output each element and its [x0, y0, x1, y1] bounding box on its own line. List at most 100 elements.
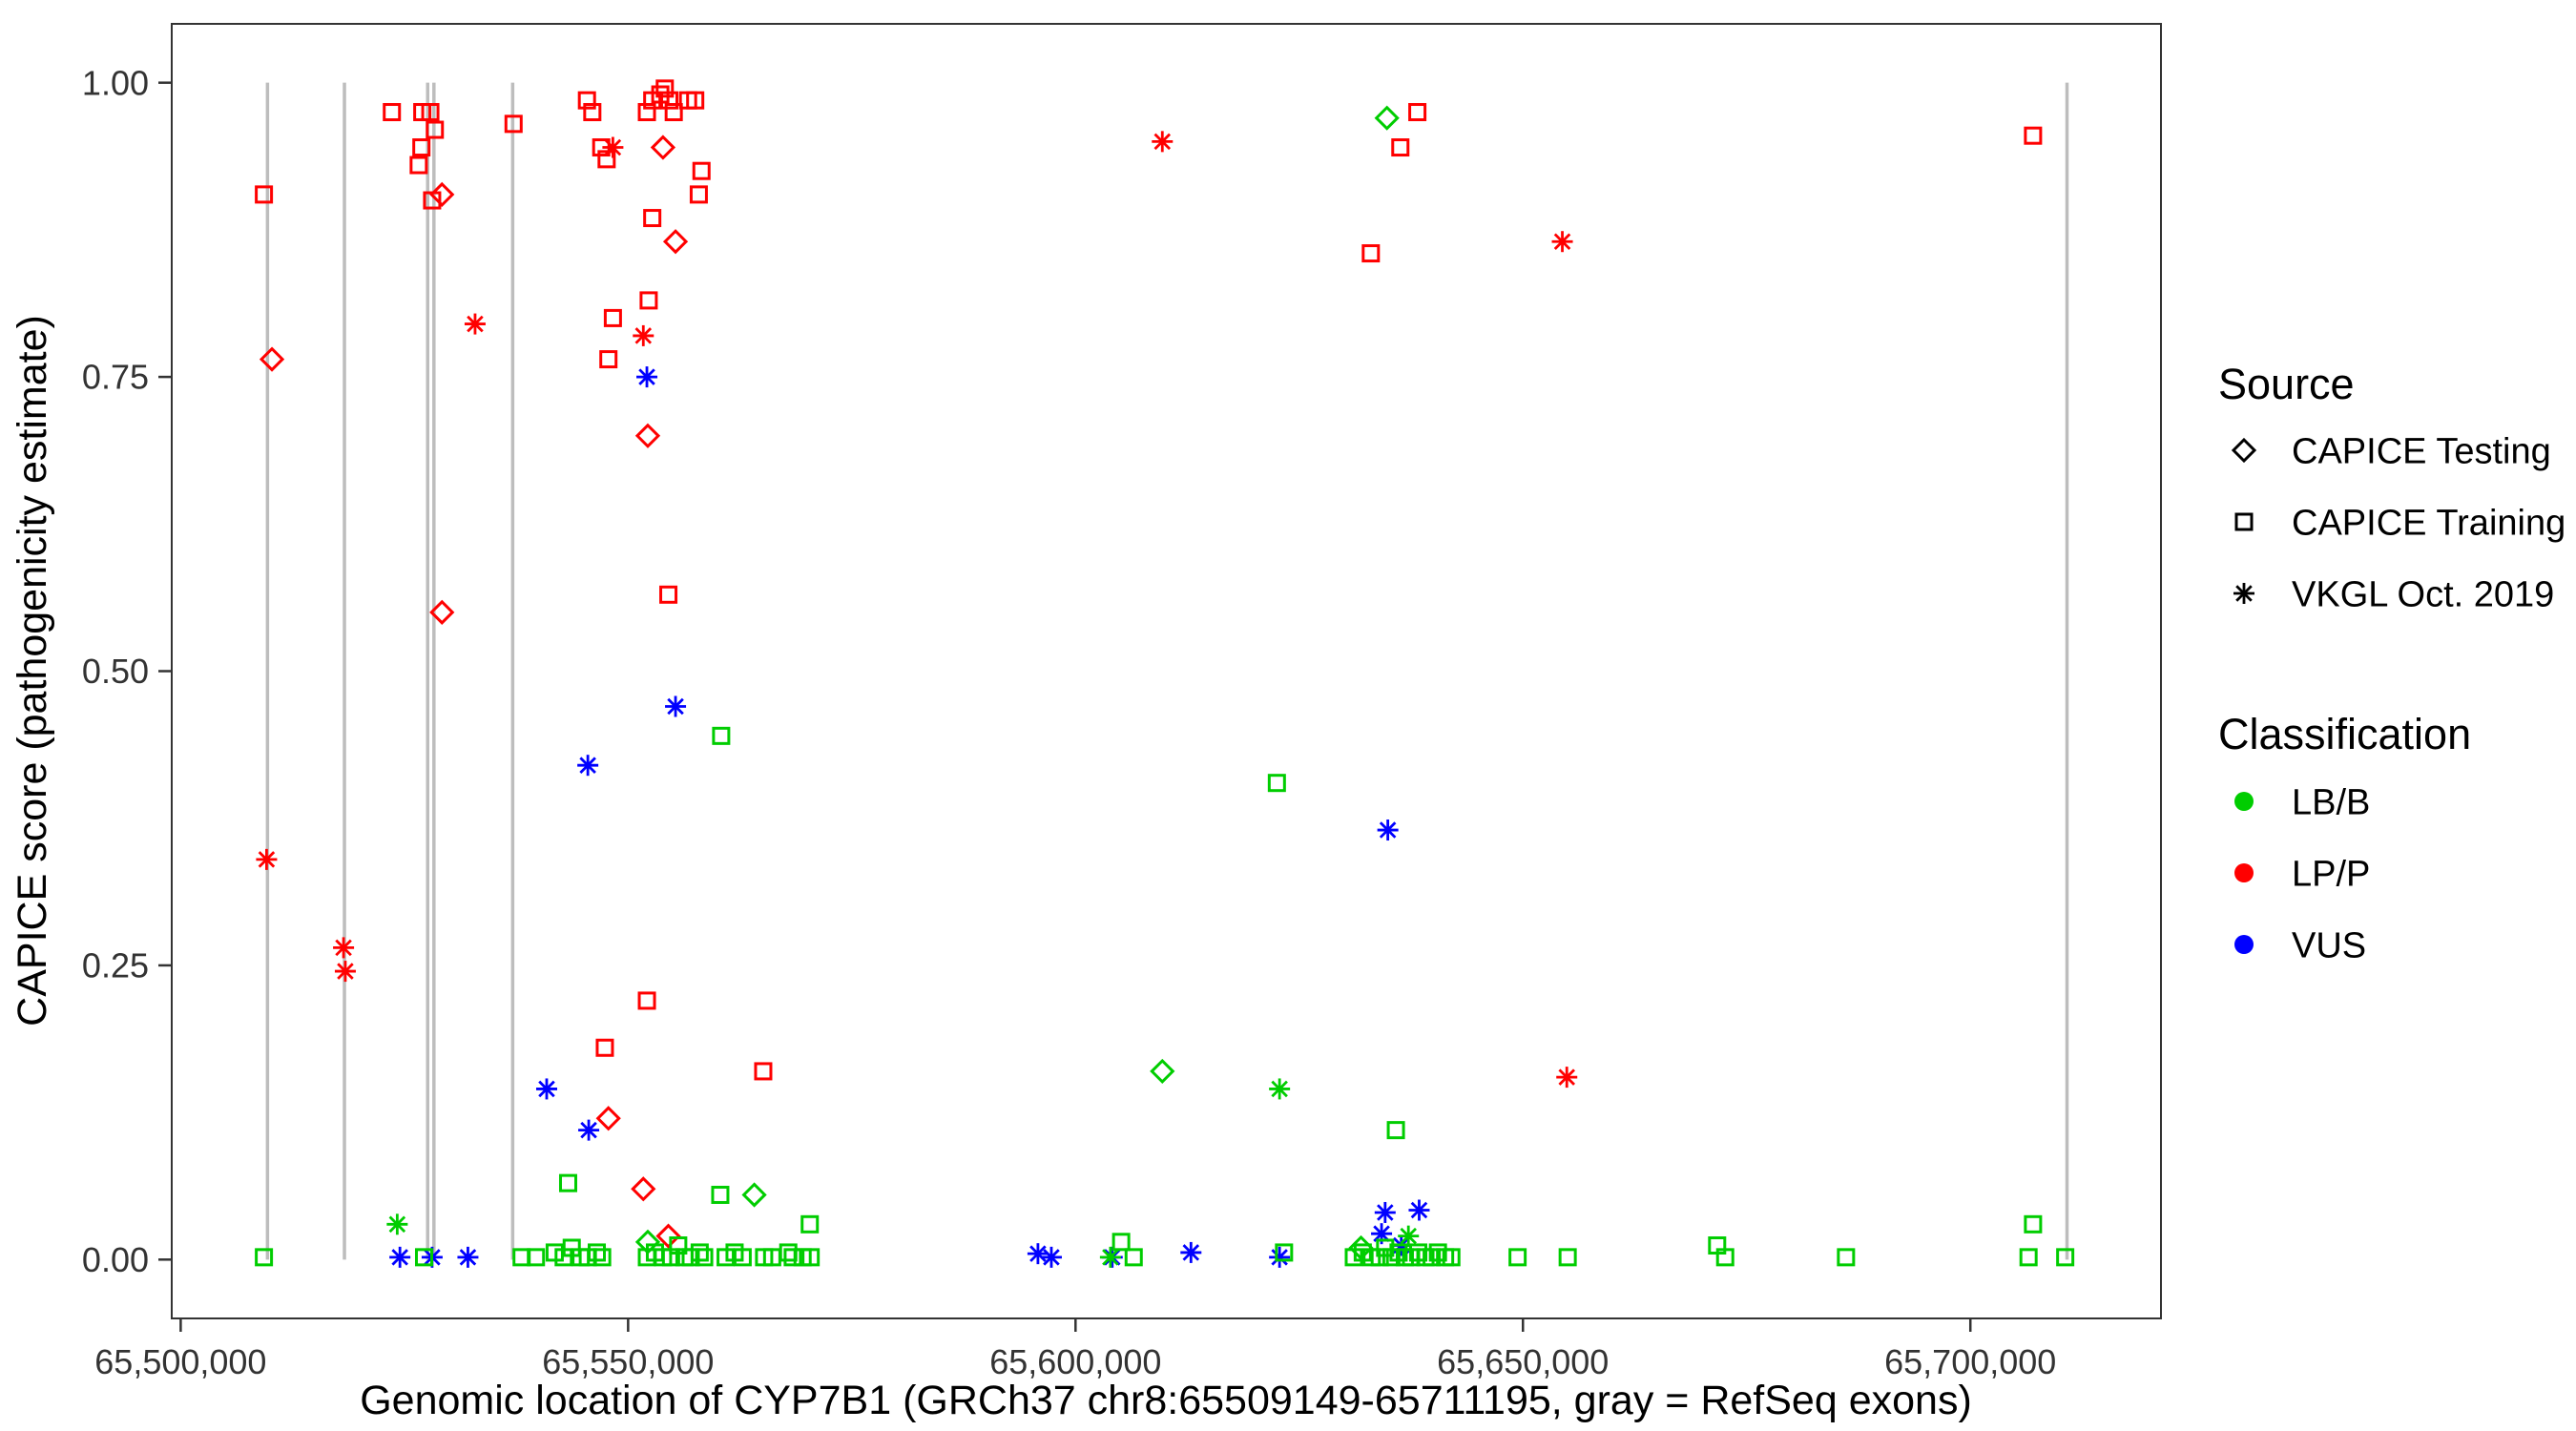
data-point	[655, 79, 675, 98]
points	[255, 79, 2075, 1268]
data-point	[633, 324, 654, 346]
data-point	[597, 150, 616, 169]
data-point	[414, 1248, 433, 1267]
y-axis-title: CAPICE score (pathogenicity estimate)	[10, 315, 55, 1027]
data-point	[655, 1223, 681, 1249]
panel-background	[172, 24, 2161, 1318]
x-axis: 65,500,000 65,550,000 65,600,000 65,650,000…	[94, 1318, 2056, 1381]
data-point	[602, 136, 624, 158]
legend-classification: Classification LB/B LP/P VUS	[2218, 710, 2471, 965]
data-point	[664, 103, 683, 122]
data-point	[259, 346, 285, 372]
lbb-dot-icon	[2234, 792, 2254, 811]
data-point	[690, 1243, 709, 1262]
data-point	[255, 185, 274, 204]
data-point	[1370, 1248, 1389, 1267]
data-point	[1442, 1248, 1461, 1267]
vus-dot-icon	[2234, 935, 2254, 954]
legend-source: Source CAPICE Testing CAPICE Training VK…	[2218, 360, 2566, 614]
data-point	[429, 599, 455, 625]
data-point	[801, 1248, 821, 1267]
data-point	[741, 1182, 767, 1208]
asterisk-icon	[2233, 583, 2254, 604]
data-point	[464, 313, 486, 335]
data-point	[712, 726, 731, 745]
data-point	[1099, 1246, 1121, 1268]
y-tick-label: 0.50	[82, 652, 149, 691]
data-point	[1377, 819, 1399, 841]
data-point	[2024, 126, 2043, 145]
data-point	[1269, 1246, 1291, 1268]
legend-item-lbb: LB/B	[2292, 782, 2370, 822]
data-point	[588, 1243, 607, 1262]
exon-lines	[265, 82, 2069, 1260]
data-point	[783, 1248, 802, 1267]
data-point	[255, 1248, 274, 1267]
data-point	[659, 585, 678, 604]
y-tick-label: 0.00	[82, 1240, 149, 1279]
data-point	[631, 1176, 656, 1202]
x-tick-label: 65,500,000	[94, 1342, 266, 1381]
legend-item-capice-testing: CAPICE Testing	[2292, 431, 2551, 471]
data-point	[578, 1119, 600, 1141]
data-point	[689, 185, 708, 204]
data-point	[1150, 1058, 1175, 1085]
data-point	[1111, 1233, 1131, 1252]
y-tick-label: 0.75	[82, 358, 149, 397]
data-point	[558, 1173, 577, 1192]
legend-source-title: Source	[2218, 360, 2355, 408]
data-point	[426, 120, 445, 139]
data-point	[599, 350, 618, 369]
data-point	[733, 1248, 752, 1267]
data-point	[1040, 1246, 1062, 1268]
data-point	[595, 1038, 614, 1057]
data-point	[665, 695, 687, 717]
data-point	[754, 1062, 773, 1081]
data-point	[1374, 105, 1400, 131]
data-point	[1508, 1248, 1527, 1267]
x-tick-label: 65,600,000	[989, 1342, 1161, 1381]
data-point	[1556, 1067, 1578, 1089]
data-point	[583, 103, 602, 122]
x-tick-label: 65,700,000	[1884, 1342, 2056, 1381]
data-point	[334, 961, 356, 983]
diamond-icon	[2231, 437, 2257, 464]
data-point	[634, 1229, 661, 1255]
data-point	[2056, 1248, 2075, 1267]
data-point	[636, 366, 658, 388]
data-point	[1551, 231, 1573, 253]
data-point	[389, 1246, 411, 1268]
data-point	[2019, 1248, 2038, 1267]
data-point	[412, 138, 431, 157]
data-point	[504, 114, 523, 134]
data-point	[1267, 774, 1286, 793]
data-point	[692, 161, 711, 180]
data-point	[592, 1248, 612, 1267]
data-point	[409, 156, 428, 175]
data-point	[577, 91, 596, 110]
data-point	[1374, 1201, 1396, 1223]
data-point	[603, 308, 622, 327]
data-point	[634, 423, 661, 448]
legend-item-lpp: LP/P	[2292, 854, 2370, 894]
data-point	[639, 291, 658, 310]
data-point	[595, 1106, 621, 1131]
data-point	[1348, 1234, 1374, 1261]
x-tick-label: 65,650,000	[1437, 1342, 1609, 1381]
data-point	[457, 1246, 479, 1268]
data-point	[1275, 1243, 1294, 1262]
data-point	[1027, 1243, 1049, 1265]
data-point	[1152, 131, 1174, 153]
legend-item-capice-training: CAPICE Training	[2292, 503, 2566, 543]
data-point	[383, 103, 402, 122]
x-tick-label: 65,550,000	[542, 1342, 714, 1381]
data-point	[1558, 1248, 1577, 1267]
data-point	[333, 937, 355, 959]
data-point	[643, 209, 662, 228]
y-tick-label: 0.25	[82, 946, 149, 985]
y-tick-label: 1.00	[82, 63, 149, 102]
data-point	[1124, 1248, 1143, 1267]
legend-classification-title: Classification	[2218, 710, 2471, 758]
